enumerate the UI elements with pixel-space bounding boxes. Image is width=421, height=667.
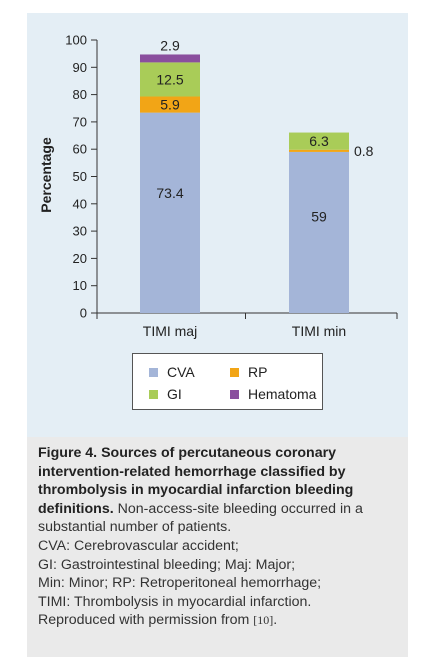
bar-segment-gi-2	[289, 132, 349, 150]
bar-segment-cva-1	[140, 112, 200, 313]
caption-permission: Reproduced with permission from	[38, 612, 254, 629]
legend-item-gi: GI	[149, 386, 182, 402]
x-category-label: TIMI maj	[143, 323, 197, 339]
legend-item-hematoma: Hematoma	[230, 386, 316, 402]
legend-label-cva: CVA	[167, 364, 195, 380]
bar-segment-rp-1	[140, 96, 200, 113]
caption-permission-end: .	[273, 612, 278, 629]
legend-label-rp: RP	[248, 364, 268, 380]
bar-segment-gi-1	[140, 62, 200, 97]
y-tick-label: 10	[73, 278, 87, 293]
y-tick-label: 100	[65, 33, 87, 48]
y-axis-title: Percentage	[38, 137, 54, 213]
y-tick-label: 0	[80, 306, 87, 321]
stacked-bar-chart: Percentage 0 10 20 30 40 50 60 70 80 90 100 TIMI ma…	[38, 33, 398, 339]
y-tick-label: 50	[73, 169, 87, 184]
chart-legend: CVA RP GI Hematoma	[132, 353, 323, 410]
caption-title: Figure 4. Sources of percutaneous corona…	[38, 445, 354, 517]
legend-swatch-gi	[149, 389, 158, 399]
data-label: 73.4	[156, 185, 183, 201]
caption-body: Non-access-site bleeding occurred in a s…	[38, 500, 363, 536]
legend-label-hematoma: Hematoma	[248, 386, 317, 402]
y-tick-label: 30	[73, 224, 87, 239]
y-tick-label: 60	[73, 142, 87, 157]
caption-abbrev-2: GI: Gastrointestinal bleeding; Maj: Majo…	[38, 556, 296, 573]
data-label: 5.9	[160, 97, 180, 113]
caption-reference: [10]	[253, 613, 274, 628]
bar-segment-hematoma-1	[140, 54, 200, 63]
caption-abbrev-4: TIMI: Thrombolysis in myocardial infarct…	[38, 593, 312, 610]
y-tick-label: 20	[73, 251, 87, 266]
y-tick-label: 70	[73, 114, 87, 129]
bar-segment-rp-2	[289, 149, 349, 152]
y-tick-label: 90	[73, 60, 87, 75]
legend-swatch-cva	[149, 367, 158, 377]
legend-item-rp: RP	[230, 364, 267, 380]
bar-segment-cva-2	[289, 151, 349, 313]
y-tick-label: 80	[73, 87, 87, 102]
legend-swatch-hematoma	[230, 389, 239, 399]
data-label: 6.3	[309, 133, 329, 149]
caption-paragraph: Figure 4. Sources of percutaneous corona…	[38, 444, 400, 630]
y-tick-label: 40	[73, 196, 87, 211]
legend-item-cva: CVA	[149, 364, 195, 380]
data-label: 2.9	[160, 37, 180, 53]
caption-abbrev-1: CVA: Cerebrovascular accident;	[38, 537, 239, 554]
caption-abbrev-3: Min: Minor; RP: Retroperitoneal hemorrha…	[38, 575, 322, 592]
legend-swatch-rp	[230, 367, 239, 377]
data-label: 0.8	[354, 143, 374, 159]
data-label: 12.5	[156, 71, 183, 87]
legend-label-gi: GI	[167, 386, 182, 402]
x-category-label: TIMI min	[292, 323, 346, 339]
data-label: 59	[311, 208, 327, 224]
figure-caption: Figure 4. Sources of percutaneous corona…	[27, 437, 408, 657]
